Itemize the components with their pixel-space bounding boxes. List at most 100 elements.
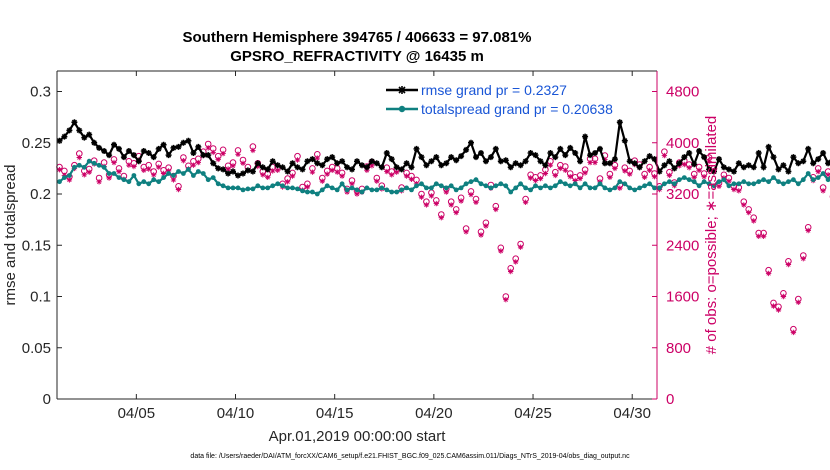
totalspread-point: [562, 181, 568, 187]
assimilated-obs-point: [760, 233, 767, 239]
assimilated-obs-point: [780, 293, 787, 300]
rmse-point: [314, 160, 321, 167]
rmse-point: [319, 162, 326, 169]
totalspread-point: [667, 179, 672, 185]
totalspread-point: [567, 183, 573, 189]
rmse-point: [433, 154, 440, 161]
rmse-point: [259, 164, 266, 171]
assimilated-obs-point: [349, 181, 355, 187]
assimilated-obs-point: [309, 169, 316, 175]
totalspread-point: [285, 185, 290, 191]
rmse-point: [497, 158, 504, 165]
rmse-point: [805, 145, 812, 152]
totalspread-point: [96, 162, 102, 168]
rmse-point: [453, 157, 460, 164]
assimilated-obs-point: [825, 172, 830, 178]
rmse-point: [56, 137, 63, 144]
rmse-point: [368, 158, 375, 165]
assimilated-obs-point: [686, 165, 692, 171]
totalspread-point: [364, 185, 370, 191]
assimilated-obs-point: [86, 169, 92, 175]
assimilated-obs-point: [270, 168, 276, 174]
rmse-point: [790, 154, 797, 161]
totalspread-point: [552, 183, 558, 189]
totalspread-point: [746, 181, 752, 187]
assimilated-obs-point: [255, 163, 261, 170]
totalspread-point: [815, 175, 821, 181]
totalspread-point: [741, 179, 747, 185]
totalspread-point: [205, 177, 211, 183]
rmse-point: [478, 150, 484, 156]
rmse-point: [725, 166, 732, 173]
assimilated-obs-point: [726, 178, 732, 184]
assimilated-obs-point: [468, 191, 474, 198]
y-right-tick-label: 1600: [666, 289, 699, 306]
totalspread-point: [543, 183, 548, 189]
rmse-point: [205, 152, 212, 159]
assimilated-obs-point: [418, 194, 425, 200]
rmse-point: [383, 150, 390, 156]
totalspread-point: [389, 189, 395, 195]
assimilated-obs-point: [230, 163, 236, 169]
assimilated-obs-point: [369, 163, 375, 169]
assimilated-obs-point: [81, 172, 87, 178]
rmse-point: [428, 158, 435, 165]
rmse-point: [473, 154, 479, 161]
totalspread-point: [617, 179, 623, 185]
totalspread-point: [76, 162, 82, 168]
assimilated-obs-point: [205, 145, 211, 151]
assimilated-obs-point: [96, 179, 102, 185]
rmse-point: [170, 144, 177, 151]
x-tick-label: 04/15: [316, 405, 354, 422]
rmse-point: [244, 167, 251, 174]
rmse-point: [418, 154, 425, 161]
assimilated-obs-point: [354, 191, 360, 197]
totalspread-point: [374, 187, 380, 193]
assimilated-obs-point: [731, 186, 737, 193]
totalspread-point: [384, 187, 390, 193]
assimilated-obs-point: [607, 174, 613, 180]
assimilated-obs-point: [374, 178, 380, 184]
assimilated-obs-point: [696, 167, 702, 173]
assimilated-obs-point: [448, 202, 454, 208]
totalspread-point: [523, 185, 528, 191]
totalspread-point: [771, 175, 776, 181]
y-left-tick-label: 0.2: [30, 186, 51, 203]
assimilated-obs-point: [250, 147, 256, 154]
totalspread-point: [751, 181, 757, 187]
y-right-tick-label: 800: [666, 340, 691, 357]
totalspread-point: [805, 171, 811, 176]
assimilated-obs-point: [170, 177, 177, 183]
assimilated-obs-point: [770, 303, 777, 309]
rmse-point: [487, 154, 494, 161]
totalspread-point: [379, 185, 385, 191]
assimilated-obs-point: [304, 184, 311, 190]
rmse-point: [438, 162, 445, 169]
assimilated-obs-point: [334, 169, 340, 175]
totalspread-point: [602, 185, 608, 191]
assimilated-obs-point: [165, 168, 172, 174]
assimilated-obs-point: [428, 193, 435, 199]
assimilated-obs-point: [736, 188, 742, 194]
totalspread-point: [200, 171, 206, 176]
totalspread-point: [394, 189, 400, 195]
assimilated-obs-point: [463, 229, 469, 235]
totalspread-point: [141, 179, 147, 185]
assimilated-obs-point: [701, 174, 707, 180]
rmse-point: [547, 150, 554, 156]
assimilated-obs-point: [795, 299, 801, 305]
totalspread-point: [166, 171, 172, 176]
rmse-point: [641, 158, 648, 165]
assimilated-obs-point: [106, 175, 112, 181]
assimilated-obs-point: [215, 156, 221, 163]
rmse-point: [284, 168, 291, 175]
totalspread-point: [825, 177, 830, 183]
rmse-point: [264, 166, 271, 173]
assimilated-obs-point: [508, 268, 514, 275]
rmse-point: [542, 162, 549, 169]
rmse-point: [116, 145, 122, 152]
totalspread-point: [116, 175, 122, 181]
rmse-point: [140, 148, 147, 154]
totalspread-point: [176, 169, 181, 174]
totalspread-point: [612, 185, 618, 191]
